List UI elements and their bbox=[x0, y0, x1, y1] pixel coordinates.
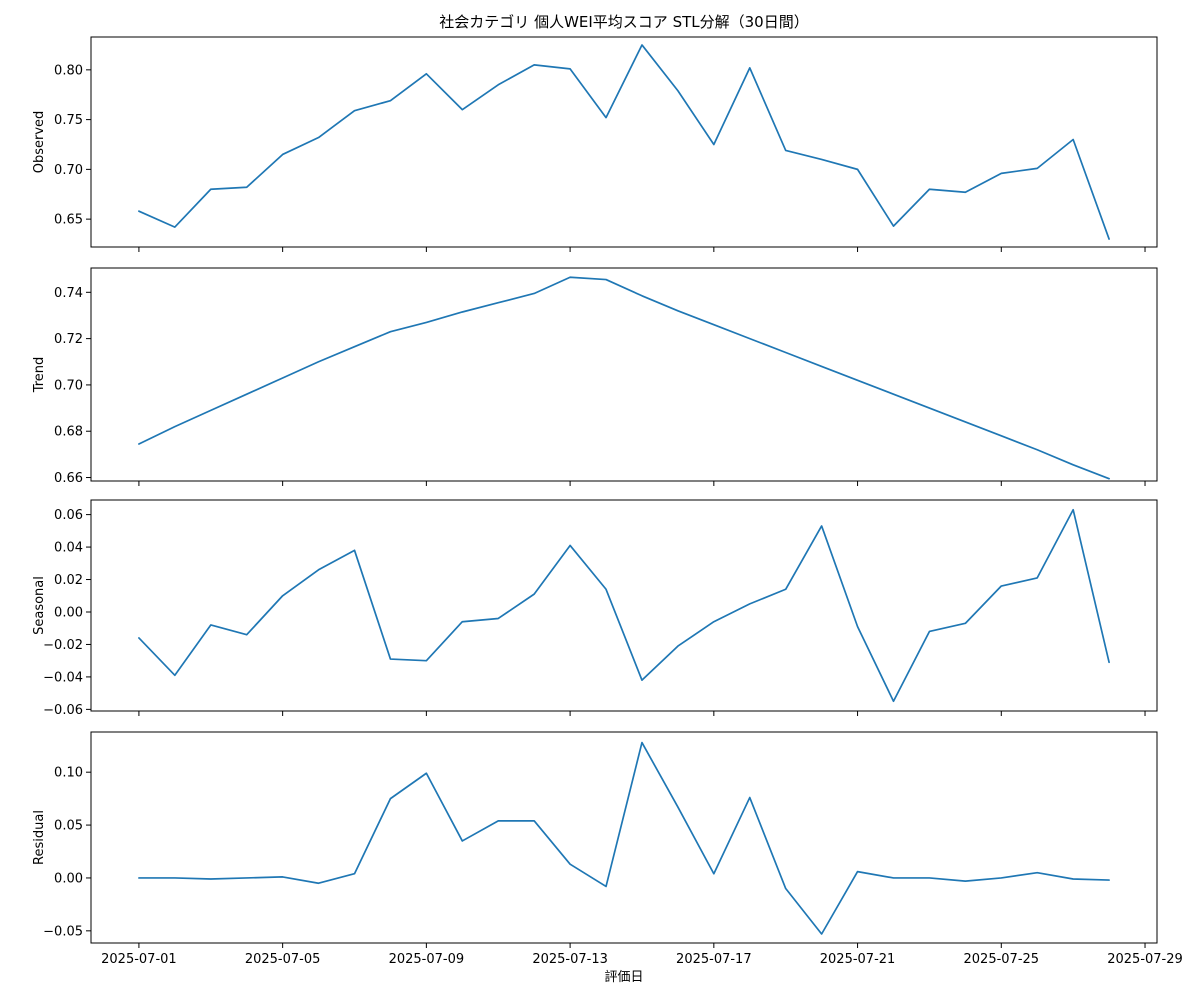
residual-series-line bbox=[138, 741, 1110, 935]
residual-y-tick-label: 0.10 bbox=[54, 766, 83, 781]
seasonal-y-axis-label: Seasonal bbox=[32, 576, 47, 635]
seasonal-y-tick-label: −0.04 bbox=[43, 670, 83, 685]
x-axis-label: 評価日 bbox=[604, 970, 643, 985]
x-tick-label: 2025-07-05 bbox=[245, 952, 321, 967]
panels-group: 0.65 0.70 0.75 0.80 Observed 0.66 0.68 0.70 0.72… bbox=[32, 36, 1183, 967]
residual-y-tick-label: −0.05 bbox=[43, 924, 83, 939]
residual-plot-frame bbox=[90, 731, 1158, 944]
trend-y-tick-label: 0.74 bbox=[54, 286, 83, 301]
panel-observed: 0.65 0.70 0.75 0.80 Observed bbox=[32, 36, 1158, 252]
seasonal-y-tick-label: 0.02 bbox=[54, 573, 83, 588]
trend-series-line bbox=[138, 276, 1110, 480]
x-tick-label: 2025-07-29 bbox=[1107, 952, 1183, 967]
x-tick-label: 2025-07-17 bbox=[676, 952, 752, 967]
x-tick-label: 2025-07-13 bbox=[532, 952, 608, 967]
trend-plot-frame bbox=[90, 267, 1158, 482]
seasonal-y-tick-label: 0.06 bbox=[54, 508, 83, 523]
observed-y-tick-label: 0.80 bbox=[54, 63, 83, 78]
residual-y-tick-label: 0.00 bbox=[54, 871, 83, 886]
x-tick-label: 2025-07-21 bbox=[820, 952, 896, 967]
seasonal-series-line bbox=[138, 508, 1110, 703]
observed-series-line bbox=[138, 44, 1110, 240]
seasonal-y-tick-label: 0.00 bbox=[54, 605, 83, 620]
x-tick-label: 2025-07-09 bbox=[389, 952, 465, 967]
trend-y-axis-label: Trend bbox=[32, 357, 47, 394]
trend-y-tick-label: 0.66 bbox=[54, 471, 83, 486]
residual-y-tick-label: 0.05 bbox=[54, 819, 83, 834]
seasonal-y-tick-label: −0.02 bbox=[43, 638, 83, 653]
residual-y-axis-label: Residual bbox=[32, 810, 47, 865]
observed-y-tick-label: 0.65 bbox=[54, 213, 83, 228]
seasonal-y-tick-label: 0.04 bbox=[54, 541, 83, 556]
observed-y-tick-label: 0.70 bbox=[54, 163, 83, 178]
figure-title: 社会カテゴリ 個人WEI平均スコア STL分解（30日間） bbox=[439, 13, 808, 31]
panel-trend: 0.66 0.68 0.70 0.72 0.74 Trend bbox=[32, 267, 1158, 486]
observed-y-tick-label: 0.75 bbox=[54, 113, 83, 128]
panel-seasonal: −0.06 −0.04 −0.02 0.00 0.02 0.04 0.06 Seasonal bbox=[32, 499, 1158, 718]
trend-y-tick-label: 0.72 bbox=[54, 332, 83, 347]
trend-y-tick-label: 0.70 bbox=[54, 378, 83, 393]
x-tick-label: 2025-07-01 bbox=[101, 952, 177, 967]
seasonal-plot-frame bbox=[90, 499, 1158, 712]
x-tick-label: 2025-07-25 bbox=[964, 952, 1040, 967]
trend-y-tick-label: 0.68 bbox=[54, 425, 83, 440]
panel-residual: −0.05 0.00 0.05 0.10 Residual bbox=[32, 731, 1158, 948]
observed-plot-frame bbox=[90, 36, 1158, 248]
seasonal-y-tick-label: −0.06 bbox=[43, 703, 83, 718]
observed-y-axis-label: Observed bbox=[32, 111, 47, 174]
